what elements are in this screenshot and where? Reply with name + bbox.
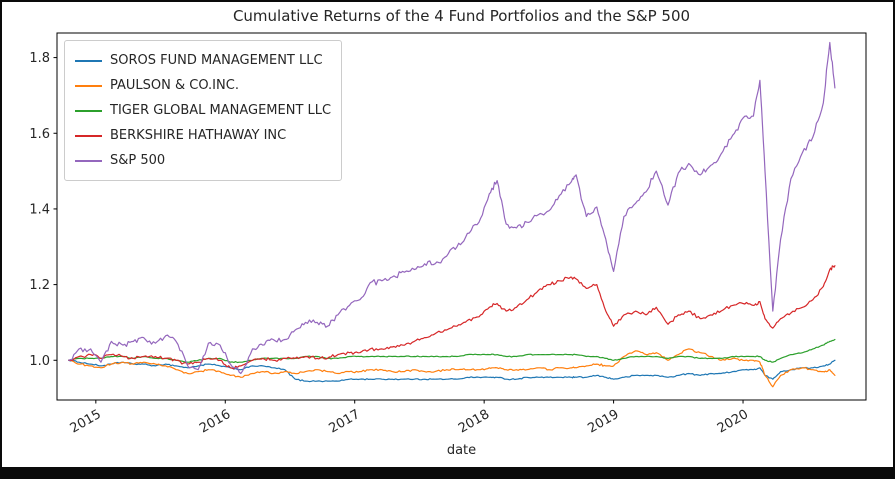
series-line-2: [68, 338, 836, 364]
legend-item: PAULSON & CO.INC.: [75, 73, 331, 98]
legend-item: TIGER GLOBAL MANAGEMENT LLC: [75, 98, 331, 123]
legend-label: S&P 500: [110, 153, 166, 168]
legend-line-swatch: [75, 59, 102, 62]
legend: SOROS FUND MANAGEMENT LLC PAULSON & CO.I…: [64, 40, 343, 181]
x-tick-label: 2017: [327, 407, 363, 437]
x-tick-label: 2015: [68, 407, 104, 437]
figure: 1.0 1.2 1.4 1.6 1.8 2015 2016 2017 2018 2019 2020 …: [2, 2, 893, 467]
legend-label: PAULSON & CO.INC.: [110, 78, 239, 93]
x-tick-label: 2020: [715, 407, 751, 437]
y-tick-label: 1.8: [29, 51, 50, 66]
x-tick-label: 2016: [197, 407, 233, 437]
x-tick-label: 2019: [585, 407, 621, 437]
legend-label: BERKSHIRE HATHAWAY INC: [110, 128, 287, 143]
x-axis-label: date: [446, 443, 477, 458]
y-tick-label: 1.4: [29, 202, 50, 217]
y-tick-label: 1.2: [29, 278, 50, 293]
legend-item: SOROS FUND MANAGEMENT LLC: [75, 48, 331, 73]
legend-line-swatch: [75, 159, 102, 162]
y-tick-label: 1.0: [29, 354, 50, 369]
y-tick-label: 1.6: [29, 127, 50, 142]
series-line-4: [68, 41, 836, 375]
legend-item: S&P 500: [75, 148, 331, 173]
chart-plot-area: 1.0 1.2 1.4 1.6 1.8 2015 2016 2017 2018 2019 2020: [29, 32, 867, 437]
legend-label: SOROS FUND MANAGEMENT LLC: [110, 53, 323, 68]
series-line-0: [68, 359, 836, 383]
legend-label: TIGER GLOBAL MANAGEMENT LLC: [110, 103, 332, 118]
legend-item: BERKSHIRE HATHAWAY INC: [75, 123, 331, 148]
series-line-3: [68, 265, 836, 370]
chart-title: Cumulative Returns of the 4 Fund Portfol…: [232, 7, 691, 25]
legend-line-swatch: [75, 134, 102, 137]
x-tick-label: 2018: [456, 407, 492, 437]
legend-line-swatch: [75, 84, 102, 87]
legend-line-swatch: [75, 109, 102, 112]
axes-frame: [56, 32, 867, 401]
